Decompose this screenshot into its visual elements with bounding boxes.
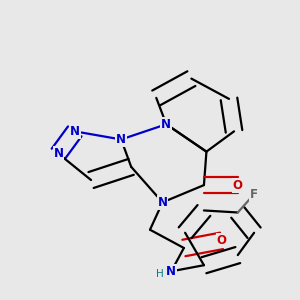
Text: H: H (155, 269, 163, 279)
Text: N: N (158, 196, 167, 209)
Text: N: N (53, 147, 63, 160)
Text: N: N (70, 125, 80, 138)
Text: F: F (250, 188, 258, 201)
Text: O: O (217, 234, 226, 248)
Text: O: O (233, 178, 243, 192)
Text: N: N (166, 265, 176, 278)
Text: N: N (116, 133, 126, 146)
Text: N: N (161, 118, 171, 131)
